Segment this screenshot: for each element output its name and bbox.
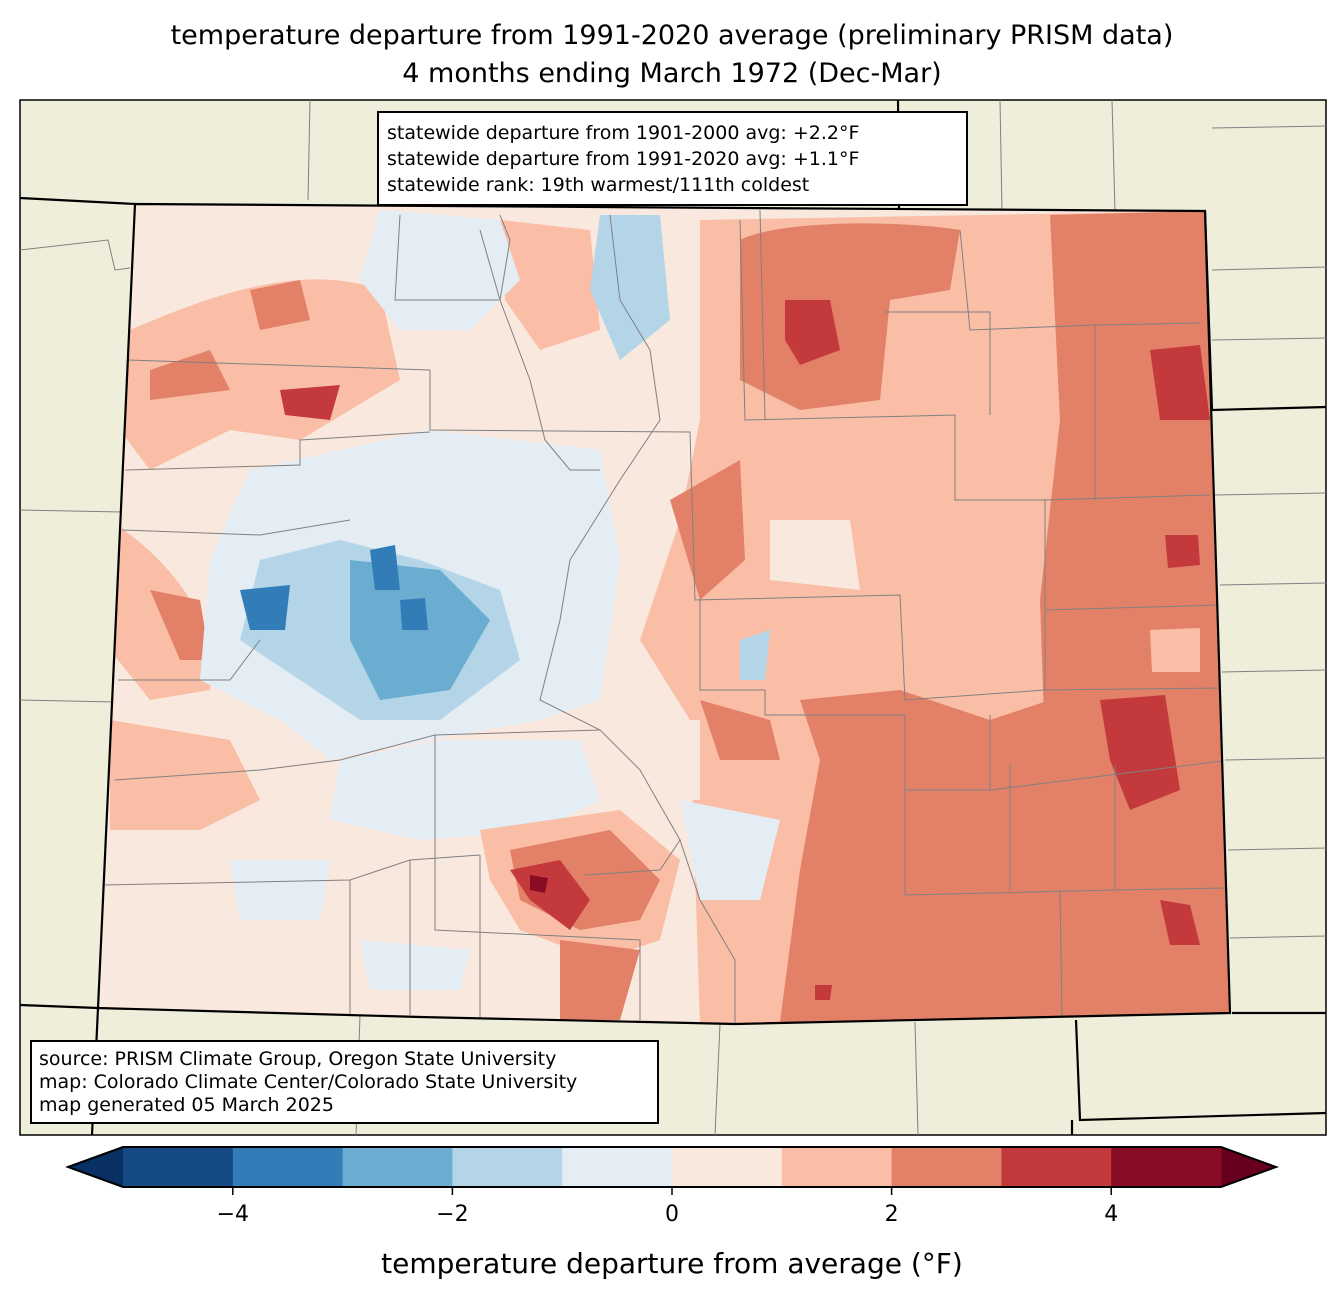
map-panel: statewide departure from 1901-2000 avg: … [19,99,1327,1136]
colorbar-segment [232,1147,344,1187]
colorado-border [96,202,1232,1026]
title-line-1: temperature departure from 1991-2020 ave… [171,20,1174,51]
colorbar-segment [781,1147,893,1187]
colorbar-segment [891,1147,1002,1187]
colorbar-segment [452,1147,563,1187]
stats-line-3: statewide rank: 19th warmest/111th colde… [387,174,809,196]
source-line-2: map: Colorado Climate Center/Colorado St… [39,1071,577,1093]
colorbar-over-arrow [1221,1147,1276,1187]
stats-line-2: statewide departure from 1991-2020 avg: … [387,148,859,170]
colorbar-segment [1111,1147,1222,1187]
title-line-2: 4 months ending March 1972 (Dec-Mar) [402,58,941,89]
colorbar-tick-label: 4 [1104,1202,1118,1227]
colorbar-segment [342,1147,453,1187]
colorado-temperature-field [96,202,1232,1026]
colorbar: −4 −2 0 2 4 [65,1146,1279,1227]
source-line-3: map generated 05 March 2025 [39,1094,334,1116]
colorbar-label: temperature departure from average (°F) [381,1247,963,1280]
colorbar-segment [562,1147,673,1187]
colorbar-segment [1001,1147,1112,1187]
stats-box: statewide departure from 1901-2000 avg: … [377,111,968,206]
colorbar-tick-label: 0 [665,1202,679,1227]
colorbar-under-arrow [68,1147,123,1187]
colorbar-tick-label: −2 [436,1202,468,1227]
county-lines [104,209,1230,1024]
colorbar-outline [65,1146,1279,1188]
colorbar-segment [123,1147,234,1187]
source-line-1: source: PRISM Climate Group, Oregon Stat… [39,1048,556,1070]
source-box: source: PRISM Climate Group, Oregon Stat… [30,1040,659,1124]
colorbar-tick-label: −4 [217,1202,249,1227]
colorbar-tick-label: 2 [885,1202,899,1227]
stats-line-1: statewide departure from 1901-2000 avg: … [387,122,859,144]
colorbar-segment [672,1147,783,1187]
